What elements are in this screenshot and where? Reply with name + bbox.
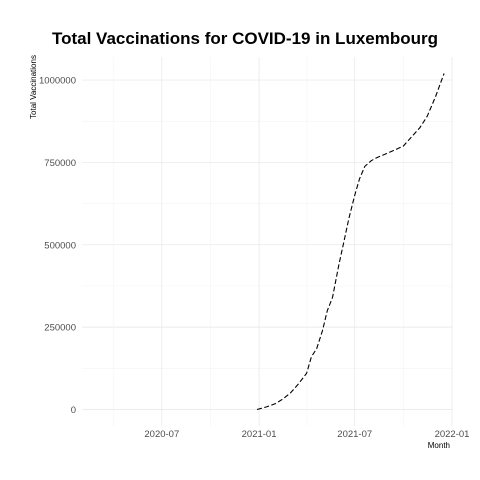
x-tick-label: 2021-07 bbox=[337, 429, 372, 440]
chart-title: Total Vaccinations for COVID-19 in Luxem… bbox=[52, 29, 438, 48]
y-tick-label: 500000 bbox=[44, 240, 76, 251]
x-tick-label: 2020-07 bbox=[144, 429, 179, 440]
y-axis-ticks: 0 250000 500000 750000 1000000 bbox=[39, 76, 76, 416]
y-tick-label: 0 bbox=[71, 405, 76, 416]
y-tick-label: 750000 bbox=[44, 158, 76, 169]
x-axis-ticks: 2020-07 2021-01 2021-07 2022-01 bbox=[144, 429, 469, 440]
y-tick-label: 1000000 bbox=[39, 76, 76, 87]
series-line-total-vaccinations bbox=[256, 73, 445, 411]
x-tick-label: 2022-01 bbox=[435, 429, 470, 440]
y-axis-title: Total Vaccinations bbox=[29, 55, 38, 119]
x-axis-title: Month bbox=[428, 441, 450, 450]
y-tick-label: 250000 bbox=[44, 323, 76, 334]
grid-lines bbox=[82, 57, 453, 426]
x-tick-label: 2021-01 bbox=[242, 429, 277, 440]
